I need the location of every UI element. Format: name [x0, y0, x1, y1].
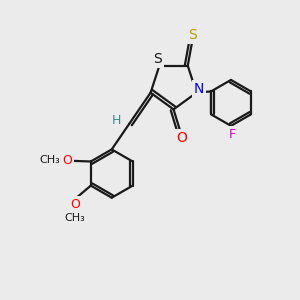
Text: CH₃: CH₃	[40, 155, 61, 165]
Text: S: S	[188, 28, 197, 42]
Text: S: S	[154, 52, 162, 66]
Text: F: F	[229, 128, 236, 141]
Text: CH₃: CH₃	[65, 213, 85, 223]
Text: O: O	[62, 154, 72, 167]
Text: N: N	[194, 82, 204, 96]
Text: O: O	[176, 131, 187, 145]
Text: H: H	[112, 114, 121, 127]
Text: O: O	[70, 198, 80, 211]
